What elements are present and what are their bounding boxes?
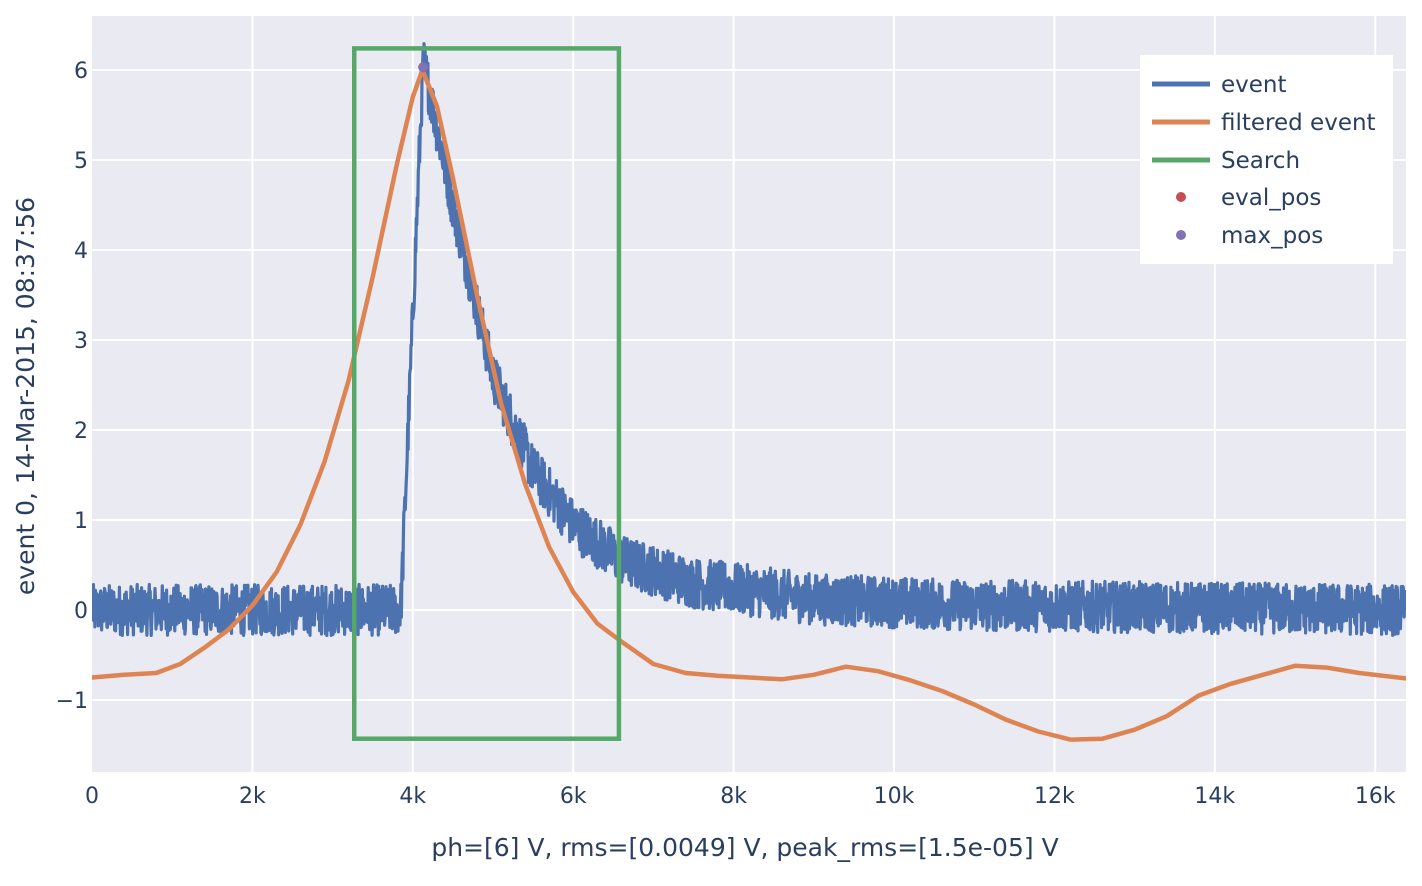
legend-label-filtered-event: filtered event xyxy=(1221,110,1376,136)
y-tick-label: 5 xyxy=(74,149,88,174)
y-tick-label: 6 xyxy=(74,59,88,84)
x-tick-label: 4k xyxy=(399,784,426,809)
legend-label-eval-pos: eval_pos xyxy=(1221,185,1321,211)
x-tick-label: 14k xyxy=(1194,784,1235,809)
legend: event filtered event Search eval_pos max… xyxy=(1140,55,1393,264)
x-tick-label: 0 xyxy=(85,784,99,809)
x-tick-labels: 0 2k 4k 6k 8k 10k 12k 14k 16k xyxy=(85,784,1396,809)
y-tick-label: 2 xyxy=(74,419,88,444)
x-tick-label: 12k xyxy=(1034,784,1075,809)
legend-label-search: Search xyxy=(1221,148,1300,174)
x-tick-label: 16k xyxy=(1355,784,1396,809)
series-filtered-event-line xyxy=(92,67,1406,742)
x-tick-label: 8k xyxy=(720,784,747,809)
y-tick-label: 4 xyxy=(74,239,88,264)
series-event-line xyxy=(92,42,1406,637)
legend-label-event: event xyxy=(1221,72,1287,98)
x-tick-label: 10k xyxy=(874,784,915,809)
y-tick-label: 1 xyxy=(74,509,88,534)
legend-label-max-pos: max_pos xyxy=(1221,223,1323,249)
series-search-rectangle xyxy=(352,46,622,741)
x-axis-title: ph=[6] V, rms=[0.0049] V, peak_rms=[1.5e… xyxy=(431,833,1058,862)
x-tick-label: 2k xyxy=(239,784,266,809)
y-axis-title: event 0, 14-Mar-2015, 08:37:56 xyxy=(11,197,40,595)
legend-symbol-eval-pos xyxy=(1176,192,1186,202)
y-tick-labels: −1 0 1 2 3 4 5 6 xyxy=(56,59,88,714)
y-tick-label: −1 xyxy=(56,689,88,714)
y-tick-label: 3 xyxy=(74,329,88,354)
plot-area xyxy=(92,42,1406,742)
series-max-pos-marker xyxy=(418,62,429,73)
x-tick-label: 6k xyxy=(560,784,587,809)
legend-symbol-max-pos xyxy=(1176,230,1186,240)
y-tick-label: 0 xyxy=(74,599,88,624)
